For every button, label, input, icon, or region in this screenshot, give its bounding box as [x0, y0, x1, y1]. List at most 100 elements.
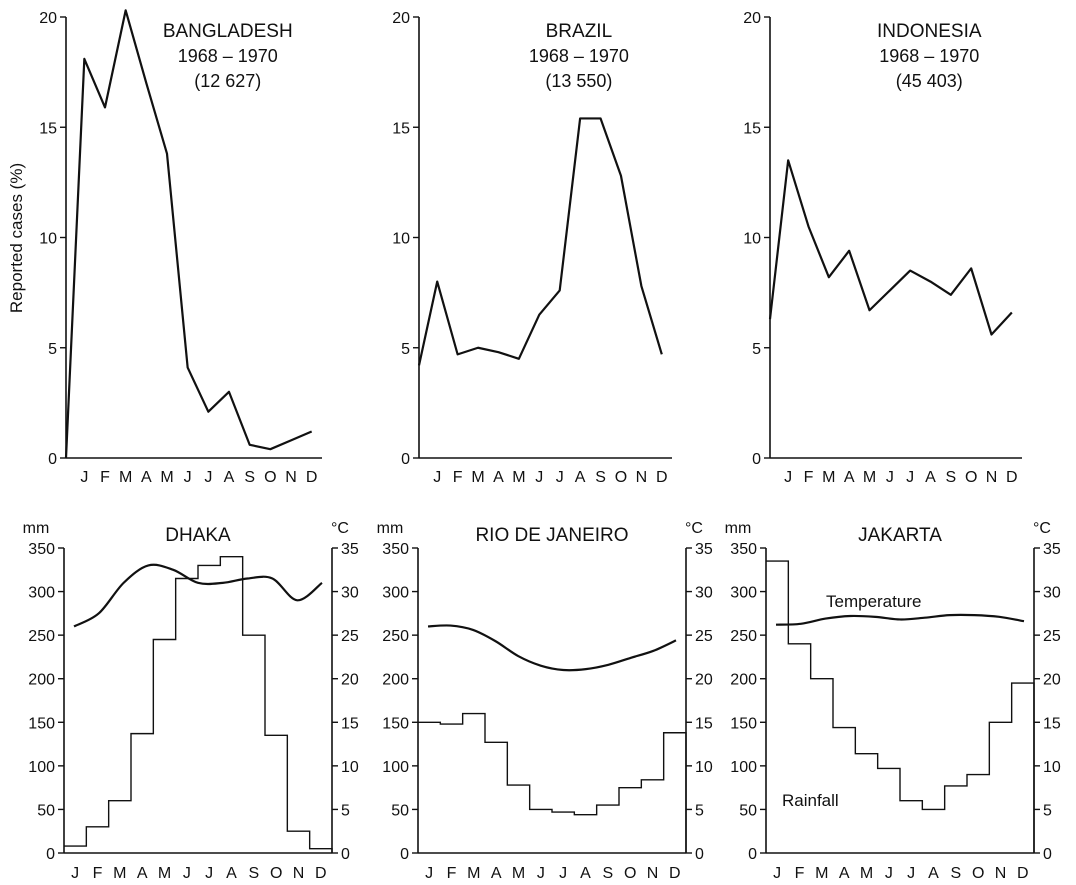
rainfall-bar — [86, 827, 108, 853]
left-unit-label: mm — [725, 520, 752, 537]
chart-note: (13 550) — [545, 71, 612, 91]
rainfall-bar — [485, 742, 507, 853]
rainfall-bar — [265, 735, 287, 853]
left-tick-label: 0 — [400, 846, 409, 863]
left-tick-label: 250 — [28, 628, 55, 645]
rainfall-bar — [552, 812, 574, 853]
rainfall-bar — [507, 785, 529, 853]
x-tick-label: J — [71, 865, 79, 882]
x-tick-label: O — [264, 469, 276, 486]
left-unit-label: mm — [23, 520, 50, 537]
x-tick-label: F — [795, 865, 805, 882]
x-tick-label: M — [512, 865, 525, 882]
rainfall-bar — [463, 714, 485, 853]
rainfall-bar — [176, 579, 198, 854]
x-tick-label: O — [270, 865, 282, 882]
right-tick-label: 20 — [1043, 672, 1061, 689]
right-unit-label: °C — [1033, 520, 1051, 537]
right-tick-label: 10 — [341, 759, 359, 776]
x-tick-label: S — [244, 469, 255, 486]
x-tick-label: M — [863, 469, 876, 486]
rainfall-bar — [878, 768, 900, 853]
x-tick-label: O — [624, 865, 636, 882]
y-tick-label: 20 — [39, 10, 57, 27]
x-tick-label: J — [556, 469, 564, 486]
left-tick-label: 50 — [37, 802, 55, 819]
y-axis-label: Reported cases (%) — [7, 163, 26, 313]
x-tick-label: S — [248, 865, 259, 882]
right-tick-label: 35 — [341, 541, 359, 558]
x-tick-label: D — [1017, 865, 1029, 882]
x-tick-label: N — [285, 469, 297, 486]
x-tick-label: A — [137, 865, 148, 882]
x-tick-label: A — [226, 865, 237, 882]
x-tick-label: N — [647, 865, 659, 882]
right-tick-label: 5 — [695, 802, 704, 819]
x-tick-label: M — [815, 865, 828, 882]
x-tick-label: J — [773, 865, 781, 882]
x-tick-label: J — [886, 469, 894, 486]
x-tick-label: O — [972, 865, 984, 882]
right-tick-label: 35 — [1043, 541, 1061, 558]
x-tick-label: A — [141, 469, 152, 486]
chart-subtitle: 1968 – 1970 — [178, 46, 278, 66]
x-tick-label: S — [950, 865, 961, 882]
right-tick-label: 30 — [1043, 585, 1061, 602]
right-tick-label: 25 — [1043, 628, 1061, 645]
x-tick-label: M — [160, 469, 173, 486]
rainfall-bar — [530, 809, 552, 853]
rainfall-bar — [418, 722, 440, 853]
x-tick-label: D — [306, 469, 318, 486]
rainfall-bar — [900, 801, 922, 853]
x-tick-label: A — [928, 865, 939, 882]
x-tick-label: M — [860, 865, 873, 882]
x-tick-label: A — [575, 469, 586, 486]
x-tick-label: F — [447, 865, 457, 882]
x-tick-label: J — [204, 469, 212, 486]
x-tick-label: J — [559, 865, 567, 882]
right-tick-label: 10 — [695, 759, 713, 776]
y-tick-label: 10 — [39, 231, 57, 248]
rainfall-bar — [811, 679, 833, 853]
left-tick-label: 150 — [382, 715, 409, 732]
right-tick-label: 35 — [695, 541, 713, 558]
left-tick-label: 350 — [730, 541, 757, 558]
chart-title: DHAKA — [165, 525, 231, 546]
x-tick-label: J — [907, 865, 915, 882]
x-tick-label: M — [158, 865, 171, 882]
rainfall-bar — [243, 635, 265, 853]
x-tick-label: J — [425, 865, 433, 882]
x-tick-label: S — [602, 865, 613, 882]
temperature-line — [73, 563, 323, 628]
x-tick-label: J — [784, 469, 792, 486]
y-tick-label: 0 — [48, 451, 57, 468]
y-tick-label: 5 — [401, 341, 410, 358]
left-tick-label: 50 — [739, 802, 757, 819]
y-tick-label: 5 — [752, 341, 761, 358]
x-tick-label: J — [205, 865, 213, 882]
temperature-label: Temperature — [826, 592, 921, 611]
x-tick-label: D — [1006, 469, 1018, 486]
left-tick-label: 0 — [46, 846, 55, 863]
rainfall-bar — [440, 724, 462, 853]
rainfall-label: Rainfall — [782, 791, 839, 810]
left-tick-label: 350 — [382, 541, 409, 558]
left-tick-label: 200 — [730, 672, 757, 689]
rainfall-bar — [1012, 683, 1034, 853]
x-tick-label: M — [113, 865, 126, 882]
right-tick-label: 25 — [341, 628, 359, 645]
right-tick-label: 30 — [341, 585, 359, 602]
x-tick-label: D — [315, 865, 327, 882]
x-tick-label: J — [537, 865, 545, 882]
chart-title: JAKARTA — [858, 525, 942, 546]
x-tick-label: J — [80, 469, 88, 486]
x-tick-label: N — [293, 865, 305, 882]
left-tick-label: 250 — [382, 628, 409, 645]
x-tick-label: J — [885, 865, 893, 882]
right-tick-label: 15 — [341, 715, 359, 732]
